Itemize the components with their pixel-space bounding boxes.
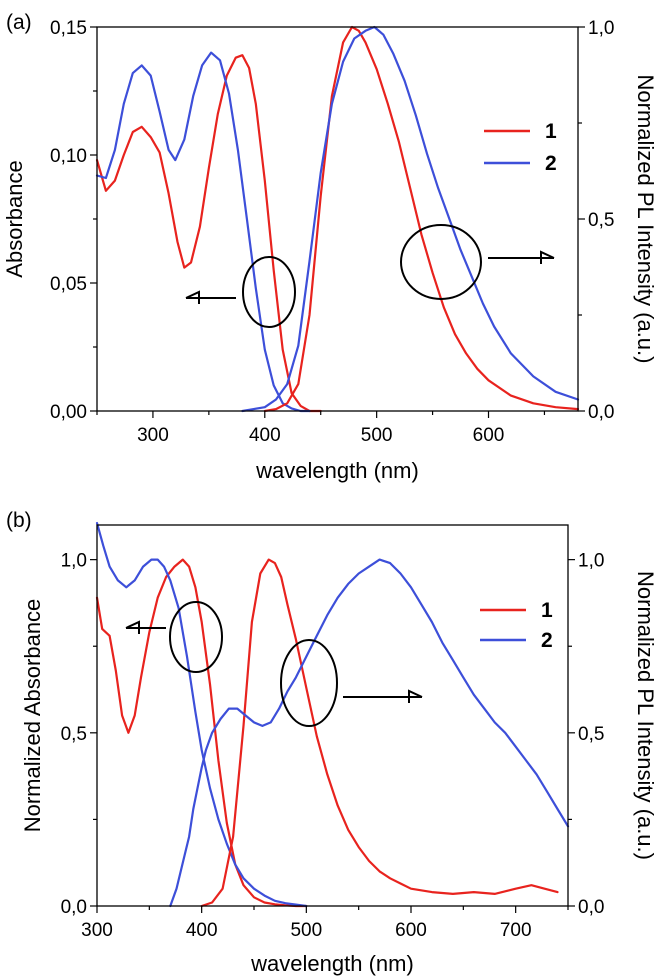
y-right-axis-label: Normalized PL Intensity (a.u.) — [633, 75, 658, 364]
series-2-emission-line — [241, 25, 580, 413]
x-tick-label: 300 — [137, 425, 169, 446]
annotation-circle — [242, 256, 296, 328]
y-left-axis-label: Absorbance — [2, 160, 27, 277]
series-1-emission-line — [263, 25, 580, 413]
y-right-tick-label: 0,0 — [588, 402, 614, 423]
x-axis-label: wavelength (nm) — [250, 951, 414, 976]
y-right-tick-label: 1,0 — [588, 18, 614, 39]
y-right-tick-label: 1,0 — [578, 551, 604, 572]
y-left-tick-label: 0,10 — [50, 146, 87, 167]
x-tick-label: 600 — [395, 920, 427, 941]
series-2-absorbance-line — [95, 521, 308, 908]
series-1-absorbance-line — [95, 558, 308, 908]
y-left-tick-label: 0,00 — [50, 402, 87, 423]
chart-panel-a: (a) 300 400 500 600 0,00 0,05 0,10 0,15 0,0 0,5 1,0… — [2, 11, 658, 483]
annotation-arrow-head — [125, 620, 140, 634]
x-tick-label: 400 — [186, 920, 218, 941]
y-left-tick-label: 1,0 — [61, 551, 87, 572]
series-2-absorbance-line — [95, 51, 311, 413]
annotation-arrow-head — [408, 689, 423, 703]
annotation-circle — [280, 639, 338, 727]
y-right-tick-label: 0,5 — [578, 724, 604, 745]
series-1-emission-line — [200, 558, 559, 908]
annotation-circle — [169, 601, 223, 673]
x-tick-label: 500 — [361, 425, 393, 446]
annotation-circle — [400, 224, 482, 300]
y-right-tick-label: 0,5 — [588, 210, 614, 231]
y-right-axis-label: Normalized PL Intensity (a.u.) — [633, 571, 658, 860]
legend-label-1: 1 — [541, 599, 553, 622]
y-right-tick-label: 0,0 — [578, 897, 604, 918]
annotation-arrow-head — [185, 290, 200, 304]
chart-panel-b: (b) 300 400 500 600 700 0,0 0,5 1,0 0,0 0,5 1,0 wave… — [6, 509, 658, 976]
legend-label-1: 1 — [545, 120, 557, 143]
series-1-absorbance-line — [95, 54, 322, 413]
panel-label: (b) — [6, 509, 32, 532]
legend-label-2: 2 — [545, 152, 557, 175]
x-tick-label: 600 — [473, 425, 505, 446]
y-left-tick-label: 0,15 — [50, 18, 87, 39]
x-tick-label: 700 — [500, 920, 532, 941]
y-left-tick-label: 0,05 — [50, 274, 87, 295]
annotation-arrow-head — [540, 250, 555, 264]
y-left-tick-label: 0,5 — [61, 724, 87, 745]
legend-label-2: 2 — [541, 629, 553, 652]
panel-label: (a) — [6, 11, 32, 34]
x-tick-label: 500 — [290, 920, 322, 941]
plot-frame — [96, 524, 569, 907]
x-tick-label: 400 — [249, 425, 281, 446]
y-left-tick-label: 0,0 — [61, 897, 87, 918]
x-tick-label: 300 — [81, 920, 113, 941]
series-2-emission-line — [169, 558, 570, 908]
y-left-axis-label: Normalized Absorbance — [20, 599, 45, 833]
x-axis-label: wavelength (nm) — [255, 458, 419, 483]
